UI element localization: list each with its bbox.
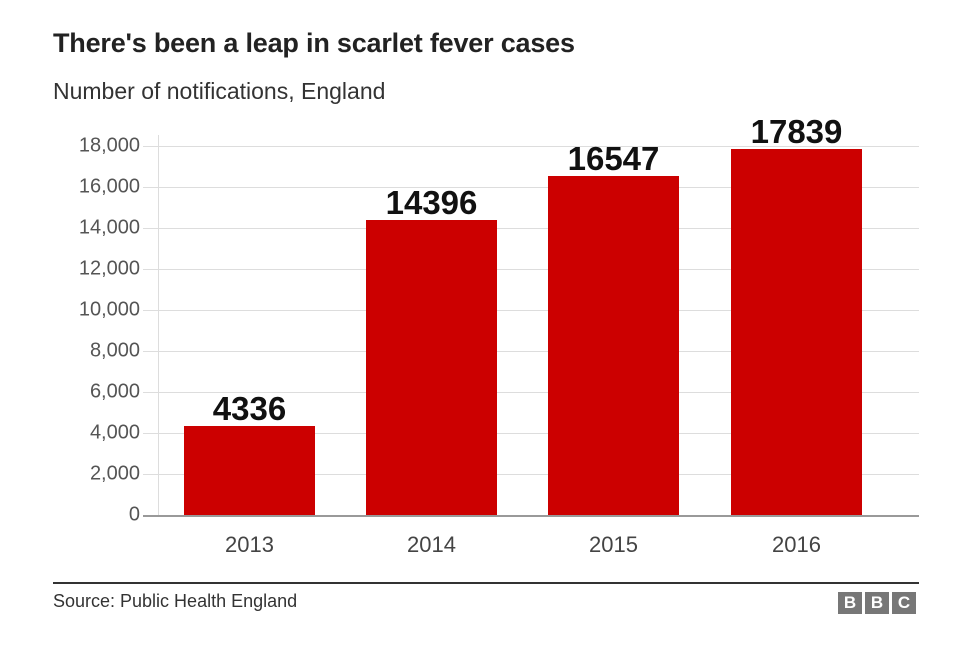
bbc-logo-letter: B <box>838 592 862 614</box>
gridline <box>143 269 919 270</box>
y-tick-label: 12,000 <box>78 257 140 280</box>
footer-divider <box>53 582 919 584</box>
bar-value-label: 14396 <box>385 183 478 221</box>
gridline <box>143 310 919 311</box>
y-tick-label: 0 <box>128 503 140 526</box>
gridline <box>143 146 919 147</box>
y-tick-label: 14,000 <box>78 216 140 239</box>
x-tick-label: 2013 <box>225 532 274 557</box>
y-tick-label: 2,000 <box>89 462 140 485</box>
y-tick-label: 6,000 <box>89 380 140 403</box>
bar-2014 <box>366 219 497 515</box>
bar-2013 <box>184 426 315 515</box>
gridline <box>143 433 919 434</box>
y-tick-label: 4,000 <box>89 421 140 444</box>
y-tick-label: 18,000 <box>78 134 140 157</box>
bar-2015 <box>548 175 679 515</box>
gridline <box>143 392 919 393</box>
bar-value-label: 16547 <box>567 139 660 177</box>
x-tick-label: 2015 <box>589 532 638 557</box>
bar-2016 <box>731 149 862 515</box>
bar-value-label: 4336 <box>212 390 287 428</box>
bbc-logo-letter: C <box>892 592 916 614</box>
bbc-logo-letter: B <box>865 592 889 614</box>
y-tick-label: 10,000 <box>78 298 140 321</box>
y-tick-label: 8,000 <box>89 339 140 362</box>
x-tick-label: 2014 <box>407 532 456 557</box>
x-axis-line <box>143 515 919 517</box>
gridline <box>143 351 919 352</box>
y-axis-line <box>158 135 159 516</box>
chart-title: There's been a leap in scarlet fever cas… <box>53 28 575 58</box>
x-tick-label: 2016 <box>772 532 821 557</box>
chart-subtitle: Number of notifications, England <box>53 78 386 104</box>
gridline <box>143 474 919 475</box>
source-note: Source: Public Health England <box>53 591 298 611</box>
bar-value-label: 17839 <box>750 113 843 151</box>
gridline <box>143 228 919 229</box>
bbc-logo: B B C <box>838 592 916 614</box>
y-tick-label: 16,000 <box>78 175 140 198</box>
gridline <box>143 187 919 188</box>
